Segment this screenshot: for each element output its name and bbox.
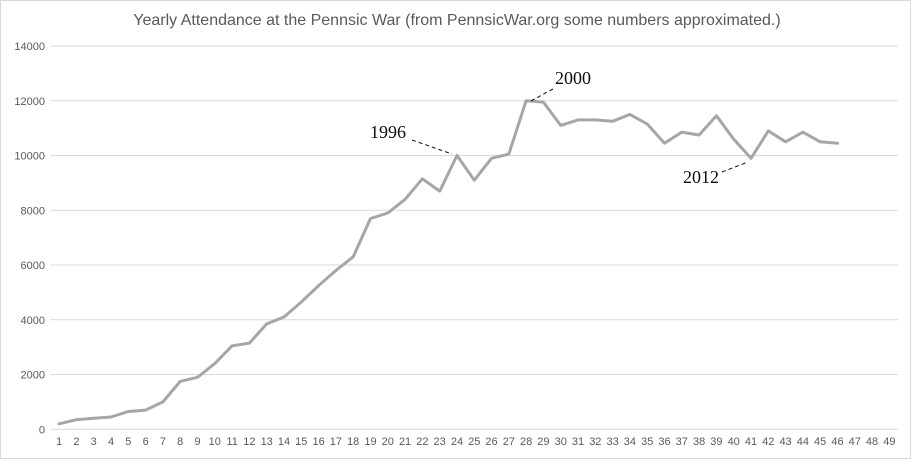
x-axis-tick-label: 22 bbox=[416, 436, 428, 448]
x-axis-tick-label: 21 bbox=[399, 436, 411, 448]
x-axis-tick-label: 38 bbox=[693, 436, 705, 448]
x-axis-tick-label: 13 bbox=[261, 436, 273, 448]
x-axis-tick-label: 17 bbox=[330, 436, 342, 448]
annotation-leader-line bbox=[721, 161, 749, 173]
x-axis-tick-label: 23 bbox=[434, 436, 446, 448]
x-axis-tick-label: 42 bbox=[762, 436, 774, 448]
y-axis-tick-label: 6000 bbox=[21, 260, 45, 272]
x-axis-tick-label: 45 bbox=[814, 436, 826, 448]
y-axis-tick-label: 8000 bbox=[21, 205, 45, 217]
y-axis-tick-label: 0 bbox=[39, 424, 45, 436]
x-axis-tick-label: 5 bbox=[125, 436, 131, 448]
x-axis-tick-label: 37 bbox=[676, 436, 688, 448]
x-axis-tick-labels: 1 2 3 4 5 6 7 8 9 10 11 12 13 14 15 16 17 18 19 20 21 22 23 24 2… bbox=[56, 436, 895, 448]
chart-title: Yearly Attendance at the Pennsic War (fr… bbox=[133, 12, 780, 29]
x-axis-tick-label: 28 bbox=[520, 436, 532, 448]
x-axis-tick-label: 8 bbox=[177, 436, 183, 448]
x-axis-tick-label: 11 bbox=[226, 436, 237, 448]
x-axis-tick-label: 40 bbox=[728, 436, 740, 448]
x-axis-tick-label: 18 bbox=[347, 436, 359, 448]
x-axis-tick-label: 16 bbox=[312, 436, 324, 448]
x-axis-tick-label: 1 bbox=[56, 436, 62, 448]
y-axis-tick-label: 4000 bbox=[21, 315, 45, 327]
annotation-leader-line bbox=[411, 139, 453, 155]
x-axis-tick-label: 25 bbox=[468, 436, 480, 448]
x-axis-tick-label: 12 bbox=[243, 436, 255, 448]
x-axis-tick-label: 19 bbox=[364, 436, 376, 448]
x-axis-tick-label: 43 bbox=[779, 436, 791, 448]
annotation-leader-line bbox=[528, 88, 554, 103]
y-axis-tick-label: 12000 bbox=[14, 96, 45, 108]
y-axis-tick-label: 10000 bbox=[14, 151, 45, 163]
y-axis-tick-labels: 0 2000 4000 6000 8000 10000 12000 14000 bbox=[14, 41, 45, 436]
y-axis-tick-label: 2000 bbox=[21, 370, 45, 382]
x-axis-tick-label: 26 bbox=[485, 436, 497, 448]
x-axis-tick-label: 34 bbox=[624, 436, 636, 448]
x-axis-tick-label: 31 bbox=[572, 436, 584, 448]
x-axis-tick-label: 49 bbox=[883, 436, 895, 448]
x-axis-tick-label: 15 bbox=[295, 436, 307, 448]
x-axis-tick-label: 27 bbox=[503, 436, 515, 448]
x-axis-tick-label: 29 bbox=[537, 436, 549, 448]
x-axis-tick-label: 2 bbox=[73, 436, 79, 448]
annotation-label-1996: 1996 bbox=[370, 122, 406, 142]
x-axis-tick-label: 48 bbox=[866, 436, 878, 448]
x-axis-tick-label: 32 bbox=[589, 436, 601, 448]
x-axis-tick-label: 7 bbox=[160, 436, 166, 448]
attendance-line bbox=[57, 99, 839, 426]
y-axis-tick-label: 14000 bbox=[14, 41, 45, 53]
x-axis-tick-label: 47 bbox=[849, 436, 861, 448]
x-axis-tick-label: 30 bbox=[555, 436, 567, 448]
annotation-label-2000: 2000 bbox=[555, 68, 591, 88]
x-axis-tick-label: 6 bbox=[143, 436, 149, 448]
x-axis-tick-label: 4 bbox=[108, 436, 114, 448]
x-axis-tick-label: 24 bbox=[451, 436, 463, 448]
x-axis-tick-label: 20 bbox=[382, 436, 394, 448]
x-axis-tick-label: 33 bbox=[606, 436, 618, 448]
x-axis-tick-label: 46 bbox=[831, 436, 843, 448]
x-axis-tick-label: 41 bbox=[745, 436, 757, 448]
x-axis-tick-label: 10 bbox=[209, 436, 221, 448]
annotations: 1996 2000 2012 bbox=[370, 68, 749, 187]
x-axis-tick-label: 35 bbox=[641, 436, 653, 448]
x-axis-tick-label: 39 bbox=[710, 436, 722, 448]
x-axis-tick-label: 36 bbox=[658, 436, 670, 448]
x-axis-tick-label: 3 bbox=[91, 436, 97, 448]
annotation-label-2012: 2012 bbox=[683, 167, 719, 187]
x-axis-tick-label: 14 bbox=[278, 436, 290, 448]
x-axis-tick-label: 9 bbox=[194, 436, 200, 448]
gridlines bbox=[50, 45, 898, 430]
x-axis-tick-label: 44 bbox=[797, 436, 809, 448]
